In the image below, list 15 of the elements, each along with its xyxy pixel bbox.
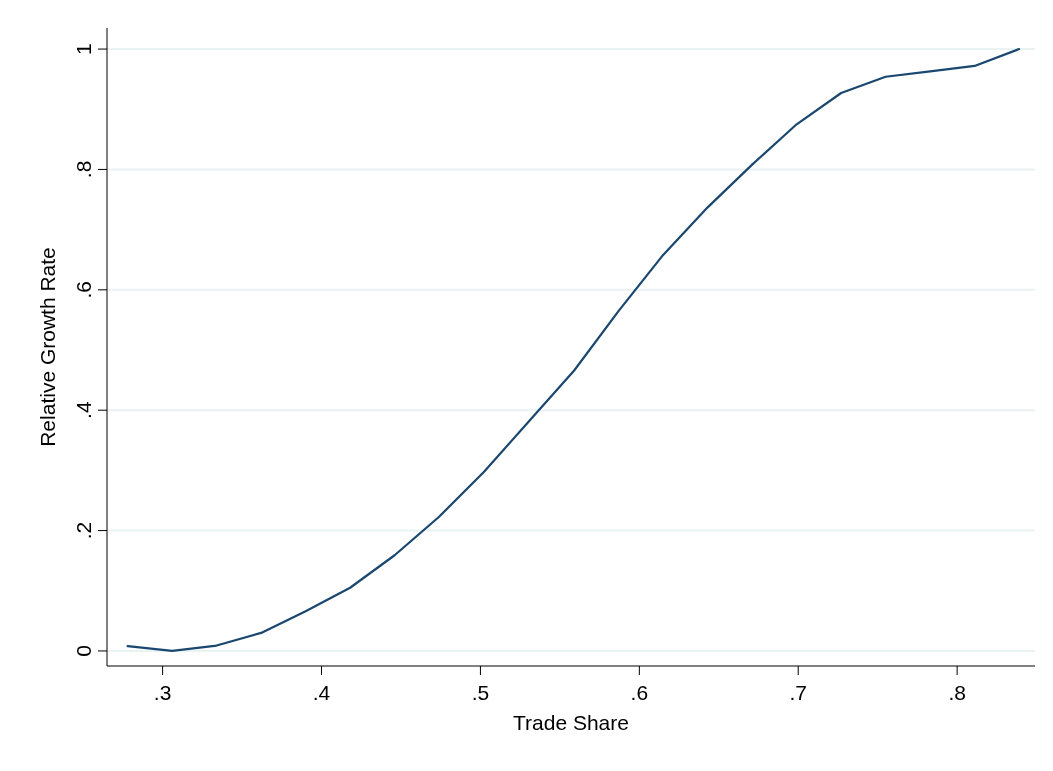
x-tick-label: .4 xyxy=(312,681,331,704)
x-tick-label: .3 xyxy=(153,681,172,704)
y-axis-title: Relative Growth Rate xyxy=(36,247,59,447)
y-tick-label: 1 xyxy=(72,43,95,55)
y-tick-label: .4 xyxy=(72,401,95,419)
y-tick-label: .2 xyxy=(72,521,95,540)
x-axis-title: Trade Share xyxy=(513,711,629,734)
x-tick-label: .7 xyxy=(789,681,807,704)
x-tick-label: .5 xyxy=(471,681,490,704)
y-tick-label: .6 xyxy=(72,281,95,299)
x-tick-label: .6 xyxy=(630,681,649,704)
y-tick-label: .8 xyxy=(72,160,95,179)
y-tick-label: 0 xyxy=(72,645,95,657)
line-series xyxy=(126,47,1021,653)
x-tick-label: .8 xyxy=(948,681,966,704)
